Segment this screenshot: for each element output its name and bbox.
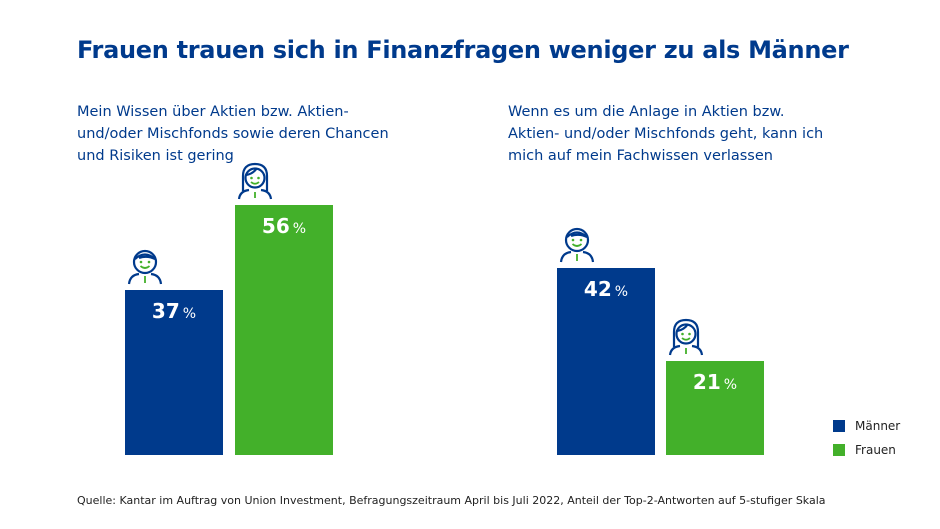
legend-label: Frauen: [855, 443, 896, 457]
legend-item-maenner: Männer: [833, 419, 900, 433]
man-icon: [125, 246, 165, 286]
chart-1-title: Mein Wissen über Aktien bzw. Aktien- und…: [77, 104, 389, 164]
bar-maenner: [557, 267, 655, 455]
chart-title: Frauen trauen sich in Finanzfragen wenig…: [77, 36, 849, 64]
source-note: Quelle: Kantar im Auftrag von Union Inve…: [77, 494, 826, 507]
woman-icon: [235, 161, 275, 201]
man-icon: [557, 224, 597, 264]
chart-2-title: Wenn es um die Anlage in Aktien bzw. Akt…: [508, 104, 824, 164]
bar-frauen: [666, 361, 764, 455]
legend-label: Männer: [855, 419, 901, 433]
bar-frauen: [235, 205, 333, 455]
woman-icon: [666, 317, 706, 357]
legend-item-frauen: Frauen: [833, 443, 896, 457]
data-label: 37%: [151, 298, 197, 323]
data-label: 21%: [692, 370, 738, 395]
data-label: 56%: [261, 214, 307, 239]
legend-swatch: [833, 444, 845, 456]
data-label: 42%: [583, 276, 629, 301]
bar-maenner: [125, 289, 223, 455]
legend-swatch: [833, 420, 845, 432]
